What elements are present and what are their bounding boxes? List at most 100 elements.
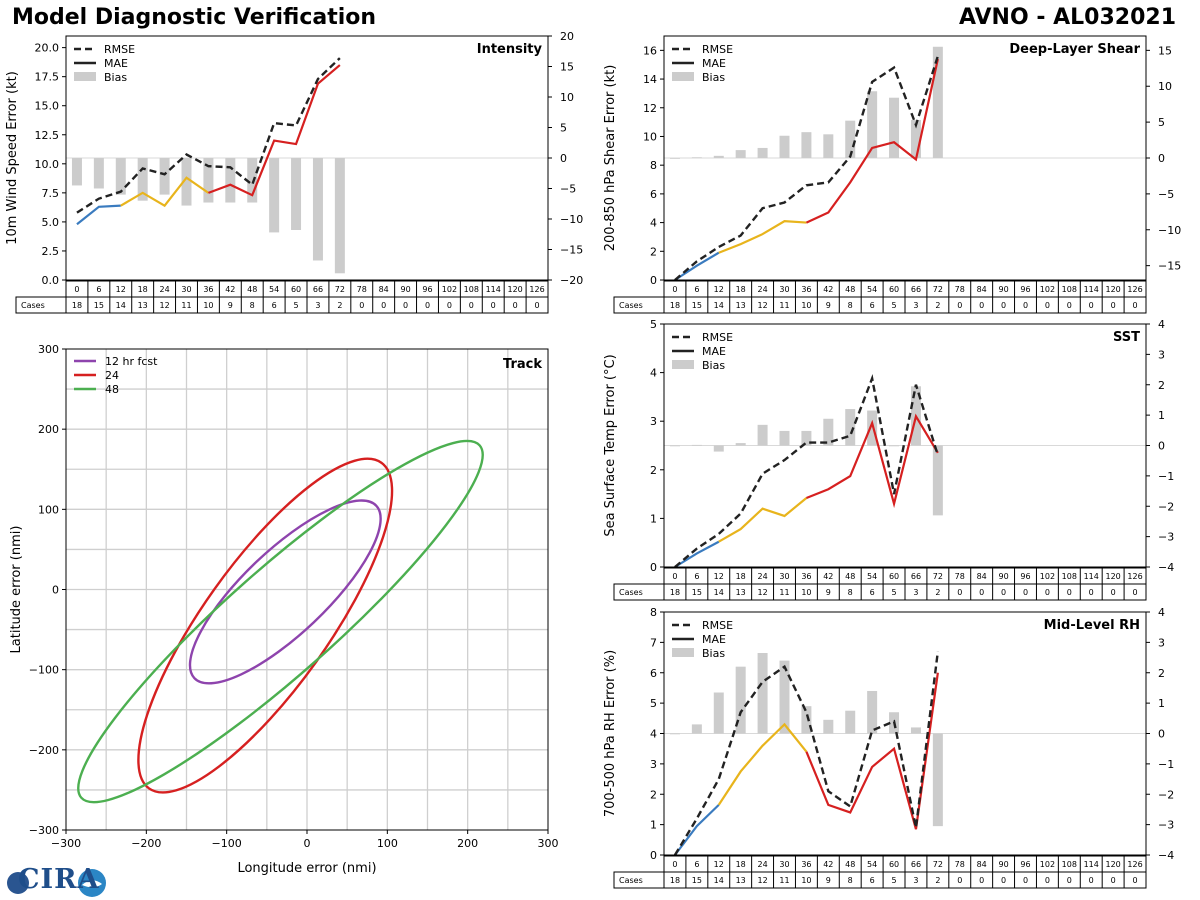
shear-cases-cell: 2 (935, 301, 940, 310)
intensity-hour-cell: 48 (247, 285, 257, 294)
intensity-cases-cell: 12 (159, 301, 169, 310)
sst-rmse-line (674, 374, 940, 568)
rh-y2tick-label: −1 (1158, 758, 1174, 771)
shear-ytick-label: 4 (650, 217, 657, 230)
rh-bias-bar (713, 692, 724, 734)
rh-ytick-label: 0 (650, 849, 657, 862)
rh-bias-bar (757, 653, 768, 734)
track-ellipse-1 (188, 499, 382, 685)
rh-mae-line-seg1 (674, 804, 720, 856)
intensity-cases-row (15, 296, 549, 314)
shear-hour-cell: 60 (889, 285, 899, 294)
rh-hour-cell: 18 (736, 860, 746, 869)
sst-hour-cell: 102 (1040, 572, 1055, 581)
shear-bias-bar (669, 158, 680, 159)
rh-y2tick-label: −2 (1158, 788, 1174, 801)
sst-cases-cell: 0 (1111, 588, 1116, 597)
sst-bias-bar (713, 445, 724, 452)
sst-bias-bar (801, 430, 812, 446)
intensity-bias-bar (93, 158, 104, 189)
rh-hour-cell: 6 (694, 860, 699, 869)
shear-y2tick-label: −15 (1158, 260, 1181, 273)
shear-title: Deep-Layer Shear (1009, 42, 1140, 57)
shear-cases-cell: 0 (1045, 301, 1050, 310)
rh-y2tick-label: 2 (1158, 667, 1165, 680)
intensity-hour-cell: 96 (422, 285, 432, 294)
shear-hour-cell: 90 (998, 285, 1008, 294)
sst-ytick-label: 0 (650, 561, 657, 574)
sst-hour-cell: 66 (911, 572, 921, 581)
track-xtick-label: −200 (131, 837, 161, 850)
shear-bias-bar (779, 135, 790, 158)
intensity-hour-cell: 18 (138, 285, 148, 294)
shear-cases-cell: 0 (957, 301, 962, 310)
intensity-mae-line-seg1 (76, 204, 121, 226)
sst-bias-bar (669, 445, 680, 447)
sst-hour-cell: 6 (694, 572, 699, 581)
sst-hour-cell: 0 (672, 572, 677, 581)
sst-cases-label: Cases (619, 588, 643, 597)
rh-cases-cell: 0 (1089, 876, 1094, 885)
rh-cases-cell: 9 (826, 876, 831, 885)
rh-bias-bar (932, 733, 943, 827)
sst-cases-cell: 13 (736, 588, 746, 597)
rh-cases-cell: 6 (870, 876, 875, 885)
sst-y2tick-label: 3 (1158, 348, 1165, 361)
sst-ytick-label: 2 (650, 464, 657, 477)
shear-ylabel: 200-850 hPa Shear Error (kt) (603, 65, 618, 252)
shear-hour-cell: 0 (672, 285, 677, 294)
rh-hour-cell: 72 (933, 860, 943, 869)
intensity-ytick-label: 2.5 (42, 245, 60, 258)
intensity-legend-bias: Bias (104, 71, 127, 84)
shear-hour-cell: 114 (1084, 285, 1099, 294)
shear-cases-cell: 3 (913, 301, 918, 310)
sst-legend-rmse: RMSE (702, 331, 733, 344)
rh-hour-cell: 108 (1062, 860, 1077, 869)
intensity-cases-cell: 8 (250, 301, 255, 310)
rh-hour-cell: 12 (714, 860, 724, 869)
shear-legend-bias: Bias (702, 71, 725, 84)
sst-hour-cell: 12 (714, 572, 724, 581)
sst-y2tick-label: 4 (1158, 318, 1165, 331)
rh-cases-cell: 10 (801, 876, 811, 885)
intensity-cases-cell: 0 (359, 301, 364, 310)
logo-text: CIRA (18, 864, 100, 895)
rh-hour-cell: 102 (1040, 860, 1055, 869)
rh-hour-cell: 42 (823, 860, 833, 869)
intensity-ylabel: 10m Wind Speed Error (kt) (5, 71, 20, 245)
track-xtick-label: 300 (538, 837, 559, 850)
rh-ytick-label: 1 (650, 819, 657, 832)
rh-ytick-label: 5 (650, 697, 657, 710)
rh-hour-cell: 54 (867, 860, 877, 869)
intensity-bias-bar (137, 158, 148, 201)
rh-y2tick-label: −4 (1158, 849, 1174, 862)
intensity-hour-cell: 114 (486, 285, 501, 294)
intensity-cases-cell: 13 (138, 301, 148, 310)
intensity-hour-cell: 60 (291, 285, 301, 294)
run-title: AVNO - AL032021 (958, 5, 1176, 30)
intensity-legend-rmse: RMSE (104, 43, 135, 56)
rh-cases-cell: 8 (848, 876, 853, 885)
shear-mae-line-seg2 (718, 220, 807, 254)
track-ytick-label: 200 (38, 423, 59, 436)
sst-hour-cell: 48 (845, 572, 855, 581)
sst-hour-cell: 84 (977, 572, 987, 581)
shear-cases-cell: 18 (670, 301, 680, 310)
track-ylabel: Latitude error (nmi) (9, 526, 24, 654)
sst-bias-bar (691, 444, 702, 446)
track-ytick-label: −100 (29, 664, 59, 677)
shear-hour-cell: 72 (933, 285, 943, 294)
rh-hour-cell: 36 (801, 860, 811, 869)
sst-y2tick-label: −1 (1158, 470, 1174, 483)
rh-hour-cell: 66 (911, 860, 921, 869)
sst-y2tick-label: −3 (1158, 531, 1174, 544)
rh-hour-cell: 0 (672, 860, 677, 869)
shear-ytick-label: 14 (643, 73, 657, 86)
rh-bias-bar (867, 690, 878, 734)
track-ytick-label: 300 (38, 343, 59, 356)
rh-hour-cell: 84 (977, 860, 987, 869)
shear-cases-cell: 15 (692, 301, 702, 310)
intensity-rmse-line (76, 57, 341, 214)
rh-title: Mid-Level RH (1044, 618, 1140, 633)
